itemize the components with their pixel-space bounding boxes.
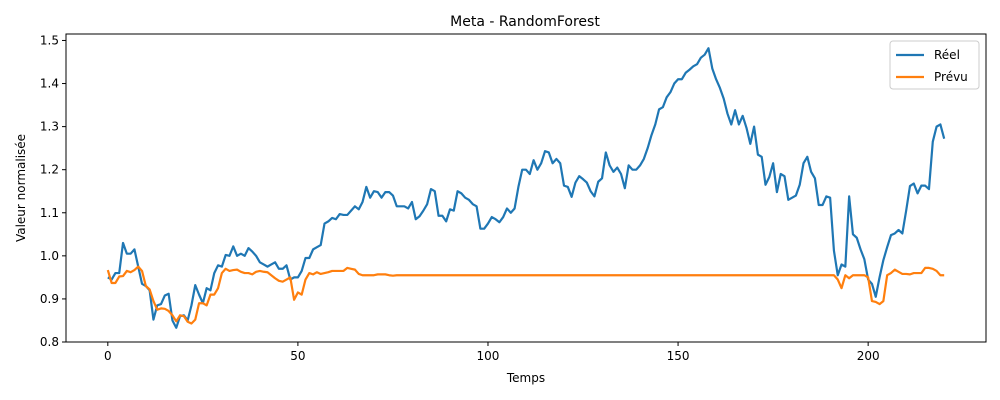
series-line-prevu — [106, 265, 945, 325]
x-tick-label: 100 — [477, 349, 500, 363]
y-tick-label: 0.9 — [40, 292, 59, 306]
y-tick-label: 1.5 — [40, 33, 59, 47]
x-axis-ticks: 0 50 100 150 200 — [104, 342, 880, 363]
series-line-reel — [107, 47, 946, 329]
y-axis-ticks: 0.8 0.9 1.0 1.1 1.2 1.3 1.4 1.5 — [40, 33, 66, 349]
x-axis-label: Temps — [506, 371, 545, 385]
y-tick-label: 1.3 — [40, 120, 59, 134]
legend-label: Réel — [934, 48, 960, 62]
y-tick-label: 1.2 — [40, 163, 59, 177]
x-tick-label: 50 — [290, 349, 305, 363]
legend-label: Prévu — [934, 70, 968, 84]
x-tick-label: 0 — [104, 349, 112, 363]
y-tick-label: 1.4 — [40, 77, 59, 91]
y-tick-label: 1.0 — [40, 249, 59, 263]
y-tick-label: 1.1 — [40, 206, 59, 220]
y-tick-label: 0.8 — [40, 335, 59, 349]
x-tick-label: 200 — [857, 349, 880, 363]
legend: Réel Prévu — [889, 40, 980, 90]
plot-frame — [65, 33, 987, 343]
x-tick-label: 150 — [667, 349, 690, 363]
chart-title: Meta - RandomForest — [450, 14, 600, 30]
y-axis-label: Valeur normalisée — [14, 134, 28, 242]
plot-lines — [106, 47, 946, 329]
